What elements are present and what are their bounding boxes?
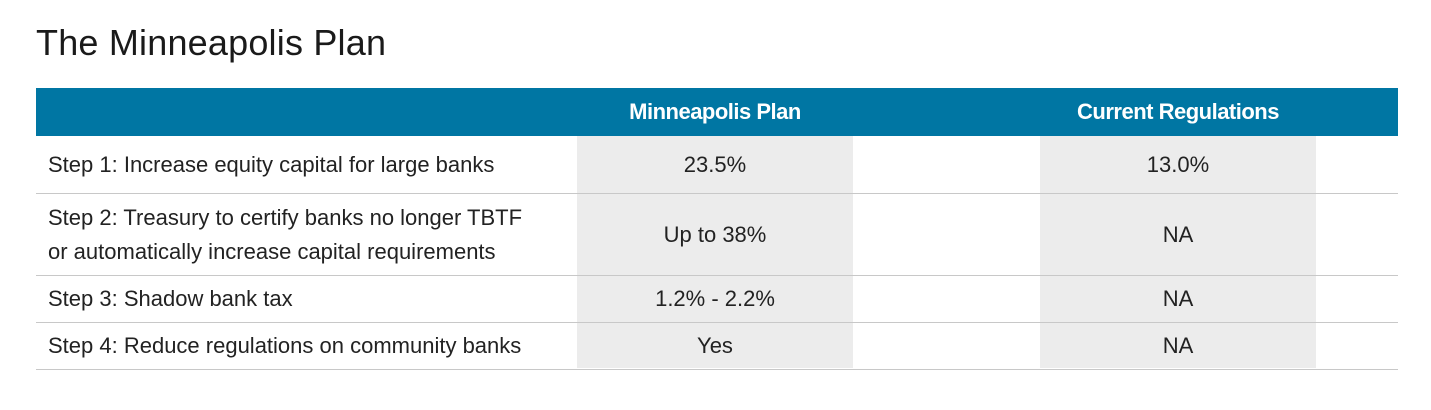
- table-row: Step 4: Reduce regulations on community …: [36, 323, 1398, 370]
- row-label-text: Step 4: Reduce regulations on community …: [48, 333, 522, 358]
- row-label: Step 2: Treasury to certify banks no lon…: [48, 201, 568, 269]
- current-column-shade: [1040, 136, 1316, 368]
- row-label-text: Step 3: Shadow bank tax: [48, 286, 293, 311]
- row-label: Step 3: Shadow bank tax: [48, 276, 293, 322]
- table-header: Minneapolis Plan Current Regulations: [36, 88, 1398, 136]
- current-value: NA: [1162, 222, 1194, 247]
- current-value: NA: [1162, 333, 1194, 358]
- minneapolis-value: Up to 38%: [663, 222, 767, 247]
- table-row: Step 2: Treasury to certify banks no lon…: [36, 194, 1398, 276]
- current-value: 13.0%: [1146, 152, 1210, 177]
- row-label-line2: or automatically increase capital requir…: [48, 239, 496, 264]
- comparison-table: Minneapolis Plan Current Regulations Ste…: [36, 88, 1398, 370]
- table-row: Step 1: Increase equity capital for larg…: [36, 136, 1398, 194]
- row-label: Step 4: Reduce regulations on community …: [48, 323, 521, 369]
- header-current-regulations: Current Regulations: [1077, 99, 1279, 124]
- page-title: The Minneapolis Plan: [36, 22, 387, 63]
- header-minneapolis-plan: Minneapolis Plan: [629, 99, 801, 124]
- row-label-line1: Step 2: Treasury to certify banks no lon…: [48, 205, 523, 230]
- table-row: Step 3: Shadow bank tax 1.2% - 2.2% NA: [36, 276, 1398, 323]
- row-label-text: Step 1: Increase equity capital for larg…: [48, 152, 495, 177]
- row-label: Step 1: Increase equity capital for larg…: [48, 136, 494, 193]
- current-value: NA: [1162, 286, 1194, 311]
- minneapolis-value: 23.5%: [683, 152, 747, 177]
- table-body: Step 1: Increase equity capital for larg…: [36, 136, 1398, 370]
- minneapolis-column-shade: [577, 136, 853, 368]
- minneapolis-value: Yes: [697, 333, 733, 358]
- minneapolis-value: 1.2% - 2.2%: [655, 286, 775, 311]
